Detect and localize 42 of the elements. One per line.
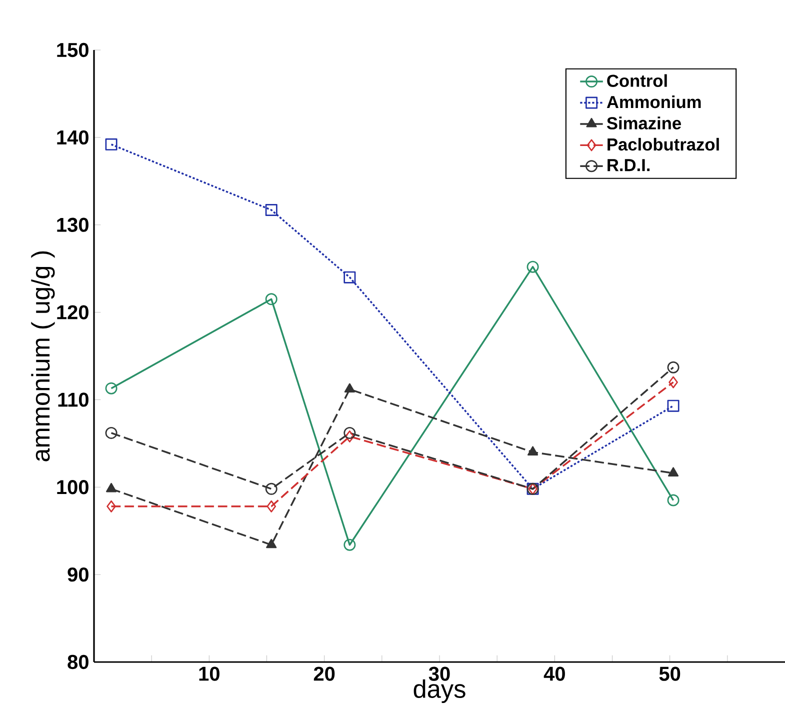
legend-label: Ammonium	[606, 95, 701, 108]
x-tick-label: 10	[199, 666, 220, 681]
point	[105, 382, 118, 394]
legend-label: R.D.I.	[608, 159, 650, 172]
point	[265, 204, 278, 216]
y-tick-label: 110	[58, 392, 88, 407]
y-tick-label: 120	[57, 305, 88, 320]
point	[105, 138, 118, 150]
x-tick-label: 20	[314, 666, 335, 681]
point	[266, 500, 276, 512]
y-tick-label: 140	[57, 130, 88, 145]
point	[106, 500, 116, 512]
point	[344, 426, 356, 439]
y-tick-label: 100	[57, 480, 88, 494]
point	[265, 293, 278, 306]
legend-label: Control	[607, 74, 667, 87]
point	[265, 482, 278, 495]
y-tick-label: 80	[68, 654, 88, 670]
legend-label: Paclobutrazol	[608, 138, 719, 151]
x-tick-label: 30	[428, 666, 450, 681]
point	[667, 361, 680, 374]
point	[667, 400, 680, 412]
point	[345, 430, 354, 442]
point	[344, 383, 355, 393]
x-tick-label: 40	[544, 666, 565, 681]
legend-label: Simazine	[606, 116, 681, 130]
point	[667, 494, 680, 506]
point	[106, 482, 117, 492]
point	[344, 538, 356, 551]
y-tick-label: 130	[57, 218, 88, 232]
x-tick-label: 50	[659, 666, 680, 681]
y-axis-title: ammonium ( ug/g )	[31, 251, 55, 462]
point	[668, 376, 678, 388]
y-tick-label: 150	[57, 42, 88, 58]
point	[105, 426, 118, 439]
point	[668, 467, 679, 476]
point	[266, 538, 277, 548]
y-tick-label: 90	[68, 567, 88, 582]
point	[526, 260, 539, 273]
x-axis-title: days	[414, 679, 466, 703]
point	[527, 446, 538, 456]
point	[344, 271, 356, 284]
